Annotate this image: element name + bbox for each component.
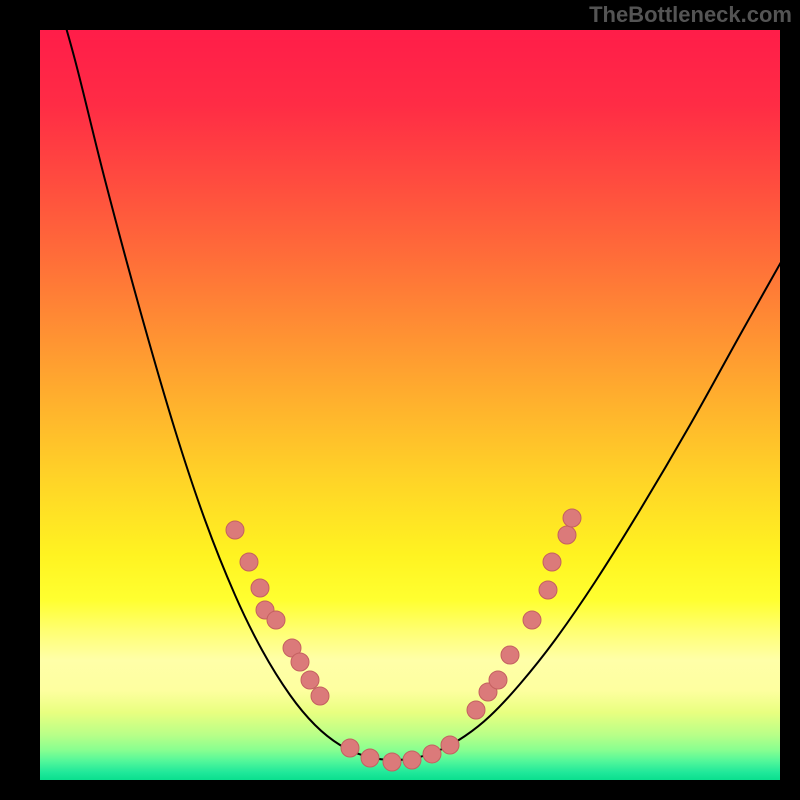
marker-point (361, 749, 379, 767)
marker-point (240, 553, 258, 571)
marker-point (441, 736, 459, 754)
plot-area (40, 30, 780, 780)
marker-point (383, 753, 401, 771)
chart-svg (40, 30, 780, 780)
marker-point (226, 521, 244, 539)
marker-point (291, 653, 309, 671)
marker-point (467, 701, 485, 719)
marker-point (539, 581, 557, 599)
gradient-background (40, 30, 780, 780)
attribution-text: TheBottleneck.com (589, 2, 792, 28)
marker-point (301, 671, 319, 689)
marker-point (311, 687, 329, 705)
marker-point (423, 745, 441, 763)
marker-point (501, 646, 519, 664)
marker-point (543, 553, 561, 571)
marker-point (489, 671, 507, 689)
marker-point (267, 611, 285, 629)
marker-point (558, 526, 576, 544)
marker-point (523, 611, 541, 629)
marker-point (251, 579, 269, 597)
marker-point (563, 509, 581, 527)
marker-point (341, 739, 359, 757)
marker-point (403, 751, 421, 769)
